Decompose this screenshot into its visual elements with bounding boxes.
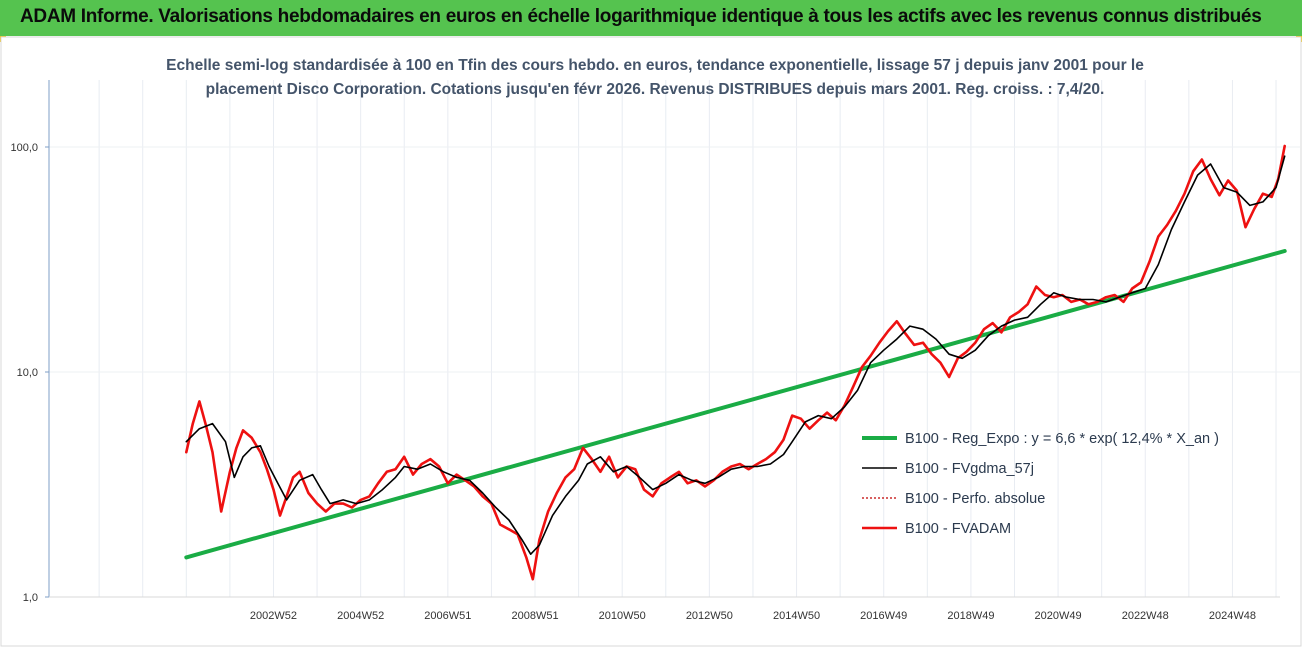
- x-tick-label: 2008W51: [511, 610, 558, 622]
- x-tick-label: 2022W48: [1122, 610, 1169, 622]
- series-line-fvgdma: [185, 155, 1286, 556]
- series-line-reg-expo: [184, 249, 1287, 560]
- x-tick-label: 2024W48: [1209, 610, 1256, 622]
- x-tick-label: 2018W49: [947, 610, 994, 622]
- legend-label-perfo: B100 - Perfo. absolue: [905, 491, 1045, 507]
- chart-legend: B100 - Reg_Expo : y = 6,6 * exp( 12,4% *…: [862, 431, 1219, 537]
- x-tick-label: 2016W49: [860, 610, 907, 622]
- report-title-banner: ADAM Informe. Valorisations hebdomadaire…: [0, 0, 1302, 36]
- grid-lines: [49, 80, 1300, 597]
- x-axis-ticks: 2002W52 2004W52 2006W51 2008W51 2010W50 2012W…: [250, 610, 1256, 622]
- x-tick-label: 2002W52: [250, 610, 297, 622]
- x-tick-label: 2006W51: [424, 610, 471, 622]
- x-tick-label: 2020W49: [1035, 610, 1082, 622]
- chart-frame: [0, 36, 1302, 647]
- x-tick-label: 2010W50: [599, 610, 646, 622]
- y-tick-label: 10,0: [17, 367, 38, 379]
- legend-label-fvadam: B100 - FVADAM: [905, 521, 1011, 537]
- x-tick-label: 2014W50: [773, 610, 820, 622]
- y-tick-label: 1,0: [23, 592, 38, 604]
- x-tick-label: 2012W50: [686, 610, 733, 622]
- legend-label-reg-expo: B100 - Reg_Expo : y = 6,6 * exp( 12,4% *…: [905, 431, 1219, 447]
- series-lines: [184, 144, 1287, 581]
- x-tick-label: 2004W52: [337, 610, 384, 622]
- legend-label-fvgdma: B100 - FVgdma_57j: [905, 461, 1034, 477]
- log-line-chart: 1,0 10,0 100,0 2002W52 2004W52 2006W51 2008W5…: [0, 36, 1302, 647]
- chart-subtitle-line-1: Echelle semi-log standardisée à 100 en T…: [166, 57, 1144, 74]
- chart-subtitle-line-2: placement Disco Corporation. Cotations j…: [205, 81, 1105, 98]
- chart-container: 1,0 10,0 100,0 2002W52 2004W52 2006W51 2008W5…: [0, 36, 1302, 647]
- y-axis-ticks: 1,0 10,0 100,0: [10, 142, 49, 604]
- y-tick-label: 100,0: [10, 142, 38, 154]
